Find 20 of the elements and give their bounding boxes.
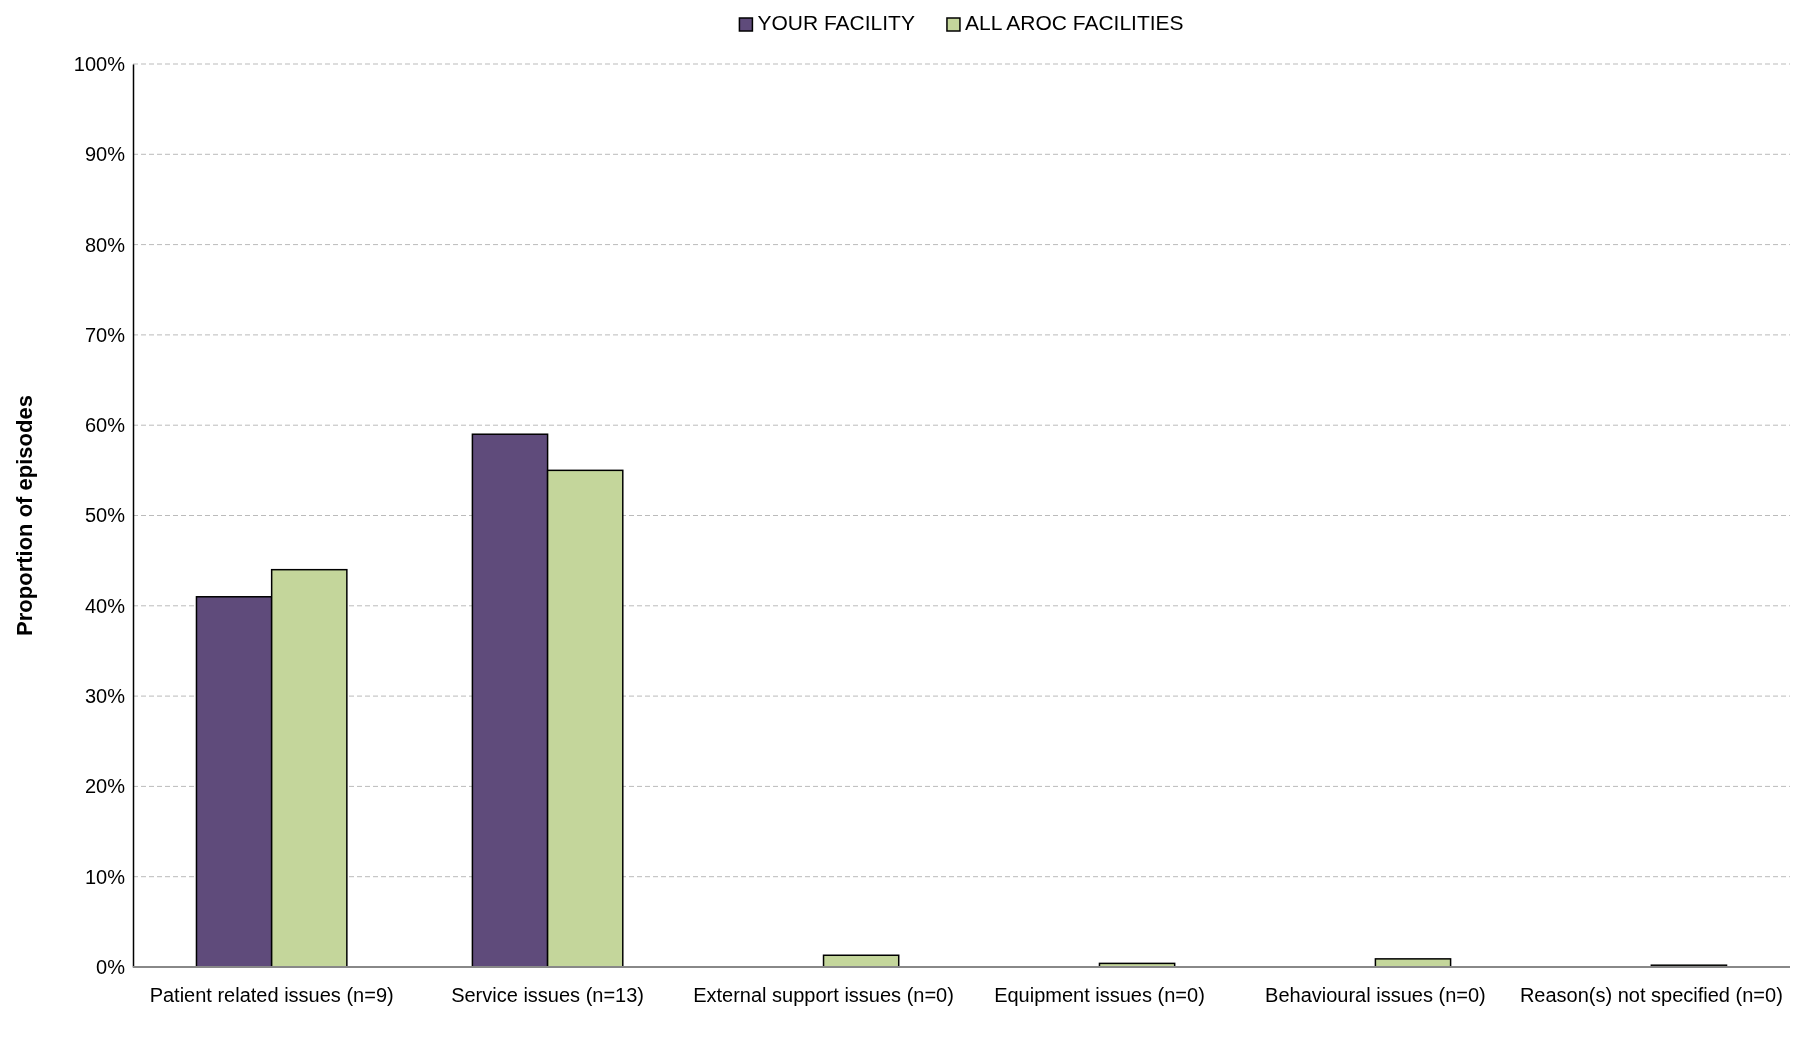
y-axis-title: Proportion of episodes [12, 395, 37, 636]
y-tick-label: 80% [84, 233, 126, 256]
x-tick-label: External support issues (n=0) [693, 984, 954, 1006]
y-tick-label: 40% [84, 594, 126, 617]
y-tick-label: 30% [84, 685, 126, 707]
y-tick-label: 10% [84, 865, 126, 888]
y-tick-label: 60% [84, 414, 126, 437]
y-tick-label: 20% [84, 775, 126, 798]
y-tick-label: 50% [84, 504, 126, 527]
x-tick-label: Equipment issues (n=0) [994, 984, 1205, 1006]
legend-label: ALL AROC FACILITIES [964, 11, 1184, 34]
y-tick-label: 90% [84, 143, 126, 166]
y-tick-label: 70% [84, 323, 126, 346]
x-tick-label: Service issues (n=13) [451, 984, 645, 1006]
x-tick-label: Behavioural issues (n=0) [1265, 984, 1486, 1006]
x-tick-label: Patient related issues (n=9) [149, 984, 394, 1006]
y-tick-label: 0% [96, 955, 126, 978]
y-tick-label: 100% [73, 52, 126, 75]
x-tick-label: Reason(s) not specified (n=0) [1519, 984, 1783, 1006]
legend-label: YOUR FACILITY [757, 11, 915, 34]
